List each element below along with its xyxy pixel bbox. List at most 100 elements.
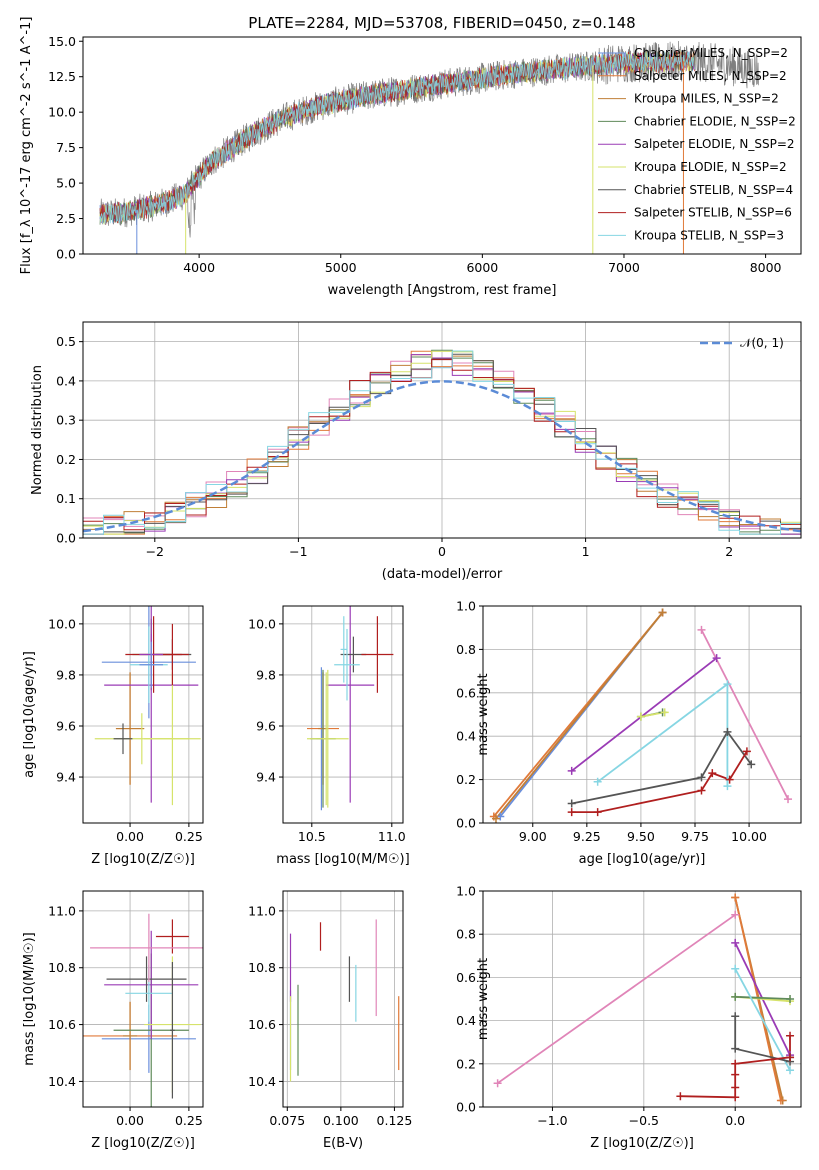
y-axis-label: mass [log10(M/M☉)] xyxy=(22,932,37,1065)
normal-curve xyxy=(83,380,801,533)
x-tick-label: 10.5 xyxy=(298,829,326,844)
x-axis-label: age [log10(age/yr)] xyxy=(579,852,706,867)
y-tick-label: 10.4 xyxy=(48,1074,76,1089)
x-tick-label: 9.75 xyxy=(681,829,709,844)
y-tick-label: 0.6 xyxy=(456,970,476,985)
x-tick-label: 6000 xyxy=(466,260,498,275)
y-tick-label: 10.0 xyxy=(48,105,76,120)
axes-frame xyxy=(82,605,204,824)
y-tick-label: 10.0 xyxy=(48,616,76,631)
residuals-panel: 𝒩(0, 1) −2 −1 0 1 2 0.0 0.1 0.2 0.3 0.4 0.5 (data-mo… xyxy=(30,321,802,582)
weight-marker xyxy=(708,769,717,778)
weight-marker xyxy=(786,1053,795,1062)
x-axis-label: wavelength [Angstrom, rest frame] xyxy=(328,283,557,298)
y-tick-label: 0.2 xyxy=(56,452,76,467)
weight-vs-metallicity-panel: −1.0 −0.5 0.0 0.0 0.2 0.4 0.6 0.8 1.0 Z [log10(Z/… xyxy=(456,884,802,1151)
weight-line xyxy=(495,611,664,820)
y-tick-label: 9.8 xyxy=(256,667,276,682)
legend-label: Salpeter ELODIE, N_SSP=2 xyxy=(634,137,795,151)
plot-area xyxy=(289,919,400,1082)
y-tick-label: 0.4 xyxy=(456,1013,476,1028)
legend-label: Kroupa MILES, N_SSP=2 xyxy=(634,92,779,106)
grid xyxy=(283,606,403,823)
weight-marker xyxy=(723,727,732,736)
weight-marker xyxy=(731,1070,740,1079)
y-tick-label: 10.4 xyxy=(248,1074,276,1089)
legend-label: Chabrier ELODIE, N_SSP=2 xyxy=(634,114,796,128)
x-tick-label: 7000 xyxy=(608,260,640,275)
weight-marker xyxy=(731,1044,740,1053)
legend-label: Kroupa STELIB, N_SSP=3 xyxy=(634,228,784,242)
x-tick-label: 2 xyxy=(725,544,733,559)
plot-area xyxy=(94,606,201,806)
x-tick-label: 5000 xyxy=(325,260,357,275)
weight-marker xyxy=(567,766,576,775)
y-tick-label: 0.8 xyxy=(456,642,476,657)
x-tick-label: 1 xyxy=(582,544,590,559)
y-tick-label: 0.1 xyxy=(56,491,76,506)
y-axis-label: mass weight xyxy=(476,673,491,755)
weight-marker xyxy=(658,608,667,617)
y-tick-label: 10.6 xyxy=(248,1017,276,1032)
y-tick-label: 5.0 xyxy=(56,176,76,191)
legend-label: Chabrier MILES, N_SSP=2 xyxy=(634,46,788,60)
y-tick-label: 2.5 xyxy=(56,211,76,226)
x-axis-label: Z [log10(Z/Z☉)] xyxy=(590,1136,694,1151)
x-tick-label: 0.125 xyxy=(377,1113,413,1128)
y-tick-label: 0.2 xyxy=(456,1056,476,1071)
x-axis-label: E(B-V) xyxy=(323,1136,363,1151)
axes-frame xyxy=(82,36,802,255)
x-tick-label: −0.5 xyxy=(629,1113,659,1128)
weight-marker xyxy=(786,1066,795,1075)
x-tick-label: 9.50 xyxy=(627,829,655,844)
weight-line xyxy=(571,730,752,805)
mass-vs-metallicity-panel: 0.00 0.25 10.4 10.6 10.8 11.0 Z [log10(Z/Z☉)] m… xyxy=(22,890,204,1151)
weight-marker xyxy=(712,654,721,663)
weight-line xyxy=(571,750,748,813)
weight-marker xyxy=(593,808,602,817)
y-tick-label: 11.0 xyxy=(48,903,76,918)
x-tick-label: 0.0 xyxy=(725,1113,745,1128)
legend-label: Chabrier STELIB, N_SSP=4 xyxy=(634,183,793,197)
y-tick-label: 10.6 xyxy=(48,1017,76,1032)
x-tick-label: 10.00 xyxy=(731,829,767,844)
chart-title: PLATE=2284, MJD=53708, FIBERID=0450, z=0… xyxy=(248,14,635,32)
axes-frame xyxy=(482,605,802,824)
grid xyxy=(83,322,801,539)
weight-marker xyxy=(723,782,732,791)
x-tick-label: 4000 xyxy=(183,260,215,275)
legend: Chabrier MILES, N_SSP=2 Salpeter MILES, N… xyxy=(598,46,796,242)
weight-marker xyxy=(742,747,751,756)
plot-area xyxy=(83,349,801,535)
y-tick-label: 1.0 xyxy=(456,599,476,614)
x-tick-label: 0 xyxy=(438,544,446,559)
y-tick-label: 0.5 xyxy=(56,334,76,349)
weight-marker xyxy=(731,992,740,1001)
weight-marker xyxy=(731,910,740,919)
x-tick-label: −1 xyxy=(289,544,307,559)
y-tick-label: 10.8 xyxy=(248,960,276,975)
y-tick-label: 1.0 xyxy=(456,884,476,899)
weight-marker xyxy=(491,814,500,823)
spectrum-panel: Chabrier MILES, N_SSP=2 Salpeter MILES, N… xyxy=(19,14,802,298)
legend: 𝒩(0, 1) xyxy=(700,336,784,350)
weight-marker xyxy=(697,773,706,782)
y-tick-label: 11.0 xyxy=(248,903,276,918)
axes-frame xyxy=(282,890,404,1108)
y-tick-label: 0.8 xyxy=(456,927,476,942)
y-tick-label: 12.5 xyxy=(48,69,76,84)
axes-frame xyxy=(82,890,204,1108)
y-tick-label: 0.0 xyxy=(456,1100,476,1115)
x-tick-label: 0.100 xyxy=(323,1113,359,1128)
weight-marker xyxy=(676,1092,685,1101)
y-tick-label: 0.0 xyxy=(56,247,76,262)
y-axis-label: Normed distribution xyxy=(30,365,45,495)
weight-marker xyxy=(776,1096,785,1105)
y-tick-label: 0.2 xyxy=(456,772,476,787)
x-tick-label: 0.25 xyxy=(175,829,203,844)
weight-marker xyxy=(697,786,706,795)
residual-histogram-8 xyxy=(83,350,801,535)
x-axis-label: Z [log10(Z/Z☉)] xyxy=(91,1136,195,1151)
x-tick-label: 0.25 xyxy=(175,1113,203,1128)
